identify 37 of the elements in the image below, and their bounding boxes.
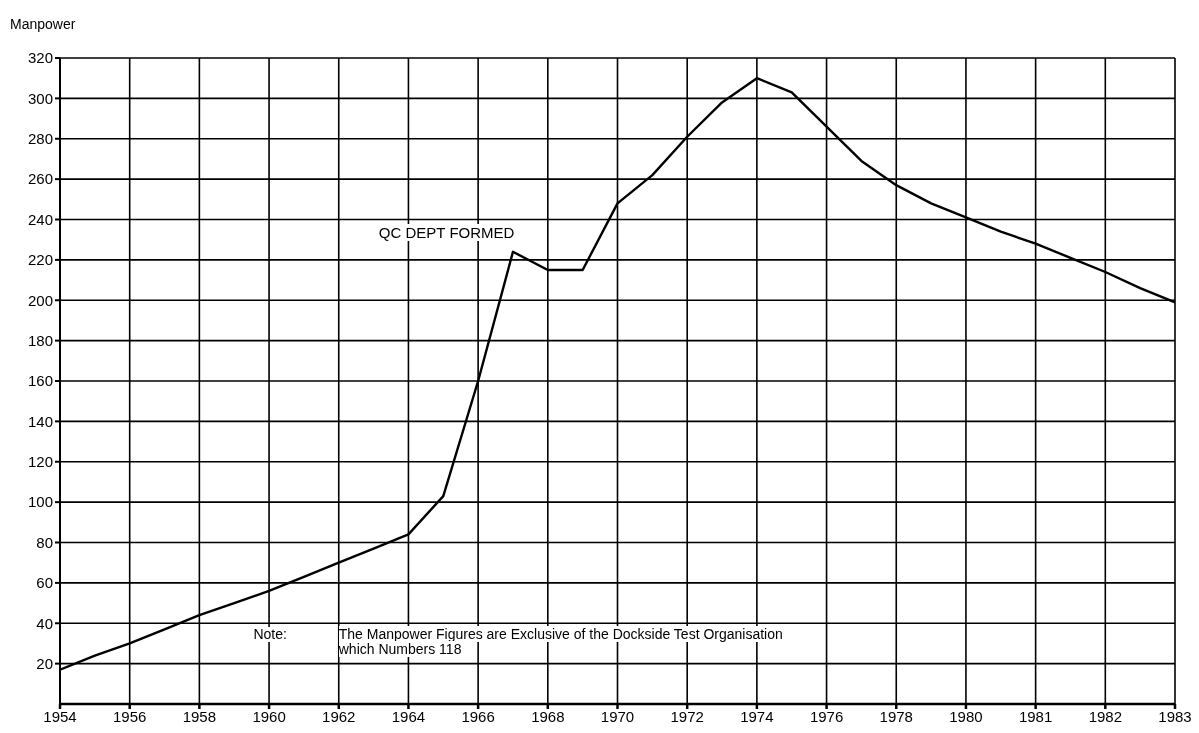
x-tick-label: 1972 (670, 707, 704, 725)
annotation: QC DEPT FORMED (378, 223, 515, 241)
y-tick-label: 40 (36, 614, 53, 632)
y-tick-label: 200 (27, 291, 53, 309)
y-tick-label: 280 (27, 130, 53, 148)
x-tick-label: 1974 (740, 707, 774, 725)
y-tick-label: 120 (27, 453, 53, 471)
x-tick-label: 1962 (322, 707, 356, 725)
y-tick-label: 60 (36, 574, 53, 592)
y-tick-label: 100 (27, 493, 53, 511)
y-tick-label: 140 (27, 412, 53, 430)
y-tick-label: 80 (36, 533, 53, 551)
y-tick-label: 240 (27, 210, 53, 228)
x-tick-label: 1954 (43, 707, 77, 725)
y-tick-label: 220 (27, 251, 53, 269)
y-tick-label: 260 (27, 170, 53, 188)
x-tick-label: 1982 (1088, 707, 1122, 725)
y-tick-label: 20 (36, 654, 53, 672)
x-tick-label: 1960 (252, 707, 286, 725)
x-tick-label: 1980 (949, 707, 983, 725)
annotation: Note: (253, 626, 287, 643)
x-tick-label: 1964 (391, 707, 426, 725)
x-tick-label: 1976 (809, 707, 844, 725)
y-tick-label: 180 (27, 331, 53, 349)
y-tick-label: 160 (27, 372, 53, 390)
y-tick-label: 300 (27, 89, 53, 107)
x-tick-label: 1978 (879, 707, 913, 725)
y-tick-label: 320 (27, 49, 53, 67)
x-tick-label: 1983 (1158, 707, 1192, 725)
x-tick-label: 1981 (1018, 707, 1053, 725)
x-tick-label: 1970 (600, 707, 635, 725)
annotation: The Manpower Figures are Exclusive of the Dockside Test Organisation which Numbers 118 (338, 626, 783, 658)
x-tick-label: 1956 (113, 707, 147, 725)
x-tick-label: 1968 (531, 707, 565, 725)
x-tick-label: 1958 (182, 707, 217, 725)
y-axis-title: Manpower (10, 16, 76, 32)
x-tick-label: 1966 (461, 707, 495, 725)
